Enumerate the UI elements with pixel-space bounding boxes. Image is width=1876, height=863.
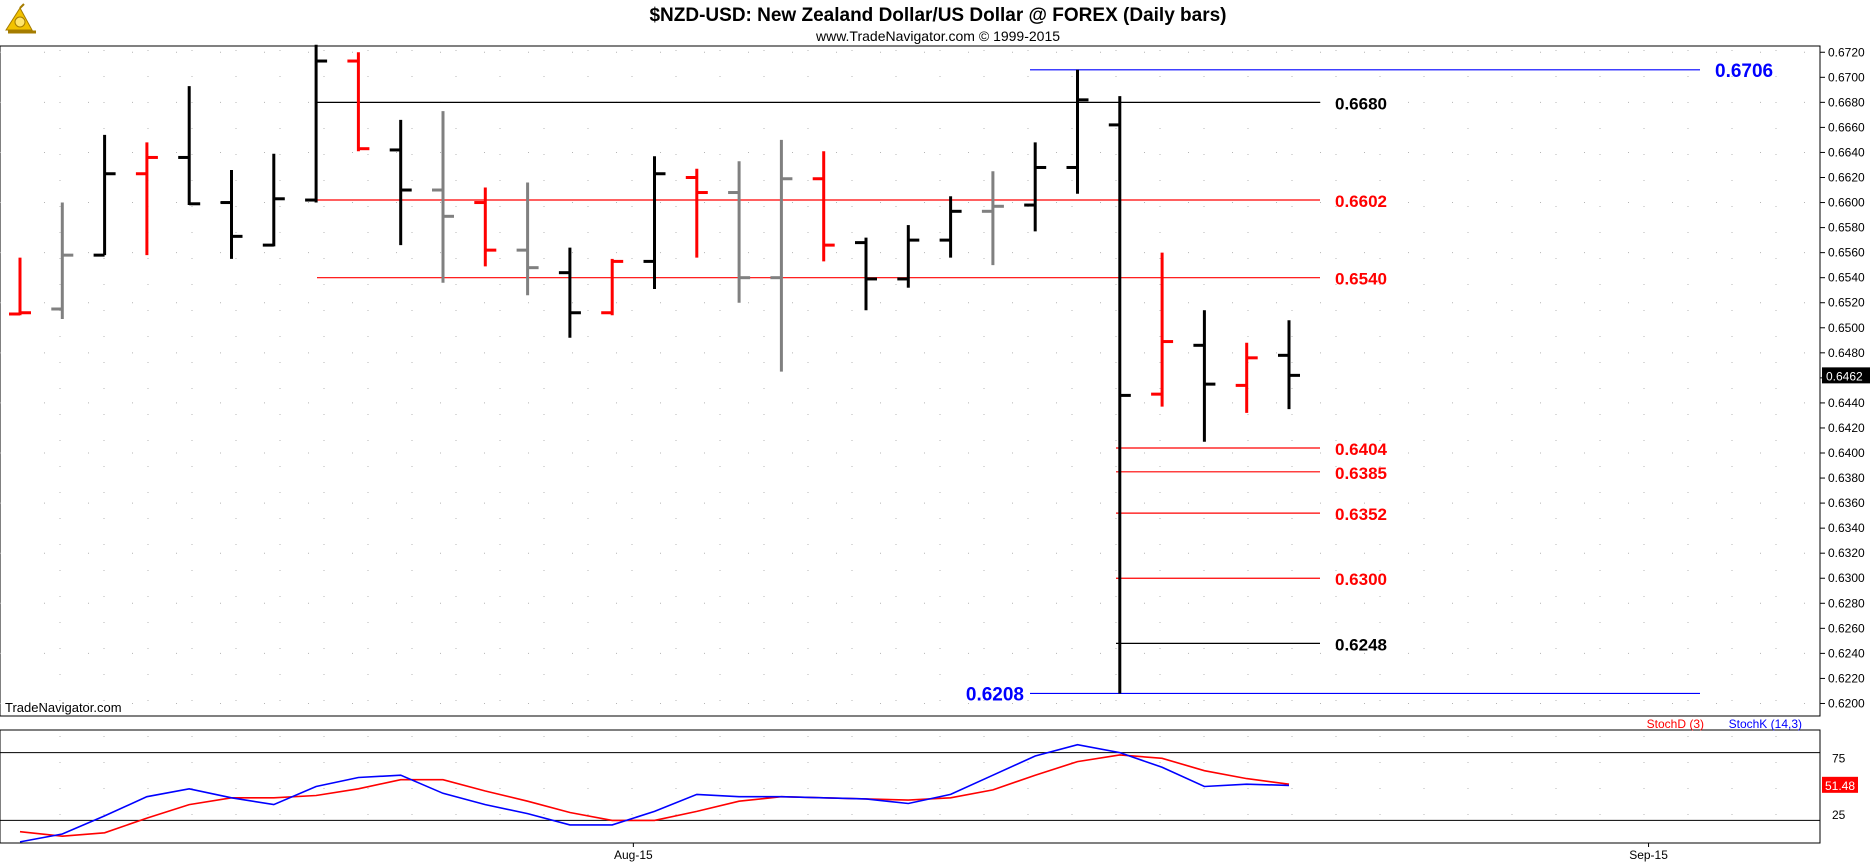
y-tick-label: 0.6620: [1828, 170, 1865, 184]
price-plot-area: [0, 45, 1821, 717]
x-tick-label: Sep-15: [1629, 848, 1668, 862]
y-tick-label: 0.6340: [1828, 521, 1865, 535]
ohlc-bar: [812, 151, 835, 262]
level-label: 0.6352: [1335, 505, 1387, 524]
ohlc-bar: [601, 258, 624, 316]
y-tick-label: 0.6400: [1828, 446, 1865, 460]
y-tick-label: 0.6300: [1828, 571, 1865, 585]
level-label: 0.6208: [966, 684, 1024, 705]
y-tick-label: 0.6540: [1828, 271, 1865, 285]
ohlc-bar: [1151, 252, 1174, 407]
y-tick-label: 0.6380: [1828, 471, 1865, 485]
ohlc-bar: [558, 247, 581, 338]
y-tick-label: 0.6420: [1828, 421, 1865, 435]
y-tick-label: 0.6700: [1828, 70, 1865, 84]
legend-stochk: StochK (14,3): [1729, 717, 1802, 731]
ohlc-bar: [432, 111, 454, 283]
ohlc-bar: [643, 156, 666, 289]
stoch-last-label: 51.48: [1825, 779, 1855, 793]
ohlc-bar: [347, 52, 370, 152]
stoch-tick-label: 75: [1832, 751, 1846, 765]
y-tick-label: 0.6260: [1828, 621, 1865, 635]
ohlc-bar: [897, 225, 920, 288]
y-tick-label: 0.6500: [1828, 321, 1865, 335]
last-price-badge: [1822, 367, 1870, 384]
y-tick-label: 0.6200: [1828, 696, 1865, 710]
y-tick-label: 0.6720: [1828, 45, 1865, 59]
chart-subtitle: www.TradeNavigator.com © 1999-2015: [815, 28, 1060, 44]
level-label: 0.6680: [1335, 94, 1387, 113]
y-tick-label: 0.6440: [1828, 396, 1865, 410]
y-tick-label: 0.6220: [1828, 671, 1865, 685]
y-tick-label: 0.6520: [1828, 296, 1865, 310]
ohlc-bar: [1066, 69, 1089, 194]
last-price-label: 0.6462: [1826, 369, 1863, 383]
ohlc-bar: [93, 134, 116, 257]
ohlc-bar: [474, 187, 497, 267]
ohlc-bar: [262, 153, 285, 247]
y-tick-label: 0.6660: [1828, 120, 1865, 134]
ohlc-bar: [9, 257, 31, 316]
price-panel: 0.6706 0.6680 0.6602 0.6540 0.6404 0.6385 0.63…: [0, 44, 1870, 717]
ohlc-bar: [770, 139, 793, 372]
x-tick-label: Aug-15: [614, 848, 653, 862]
x-axis: Aug-15 Sep-15: [614, 843, 1668, 862]
stoch-last-badge: [1822, 776, 1858, 793]
ohlc-bar: [1193, 310, 1216, 442]
ohlc-bar: [305, 44, 328, 203]
level-label: 0.6385: [1335, 464, 1387, 483]
stoch-series-line: [19, 743, 1290, 843]
ohlc-bar: [51, 202, 74, 320]
stochastic-plot-area: [0, 729, 1821, 844]
y-tick-label: 0.6640: [1828, 145, 1865, 159]
ohlc-bar: [389, 119, 412, 246]
y-tick-label: 0.6600: [1828, 196, 1865, 210]
level-label: 0.6540: [1335, 270, 1387, 289]
y-tick-label: 0.6240: [1828, 646, 1865, 660]
ohlc-bar: [728, 161, 751, 303]
watermark: TradeNavigator.com: [5, 700, 122, 715]
level-label: 0.6706: [1715, 61, 1773, 82]
level-label: 0.6602: [1335, 192, 1387, 211]
legend-stochd: StochD (3): [1647, 717, 1704, 731]
ohlc-bar: [135, 142, 158, 256]
ohlc-bar: [1024, 142, 1047, 232]
y-tick-label: 0.6480: [1828, 346, 1865, 360]
ohlc-bar: [685, 168, 708, 258]
stoch-tick-label: 25: [1832, 808, 1846, 822]
ohlc-bar: [516, 182, 539, 296]
y-tick-label: 0.6560: [1828, 246, 1865, 260]
chart-title: $NZD-USD: New Zealand Dollar/US Dollar @…: [649, 5, 1226, 26]
sextant-icon: [5, 3, 36, 34]
ohlc-bar: [939, 196, 962, 258]
level-label: 0.6248: [1335, 635, 1387, 654]
ohlc-bar: [981, 171, 1004, 266]
y-tick-label: 0.6320: [1828, 546, 1865, 560]
level-label: 0.6404: [1335, 440, 1388, 459]
ohlc-bar: [220, 169, 243, 259]
ohlc-bar: [1235, 342, 1258, 413]
ohlc-bar: [855, 237, 877, 311]
stoch-series-line: [19, 754, 1290, 838]
y-tick-label: 0.6280: [1828, 596, 1865, 610]
level-label: 0.6300: [1335, 570, 1387, 589]
y-tick-label: 0.6360: [1828, 496, 1865, 510]
ohlc-bar: [1278, 320, 1300, 410]
ohlc-bar: [1108, 96, 1131, 694]
y-tick-label: 0.6580: [1828, 221, 1865, 235]
ohlc-bar: [178, 86, 201, 206]
stochastic-panel: 75 25 51.48 StochD (3) StochK (14,3): [0, 717, 1858, 844]
y-tick-label: 0.6680: [1828, 95, 1865, 109]
